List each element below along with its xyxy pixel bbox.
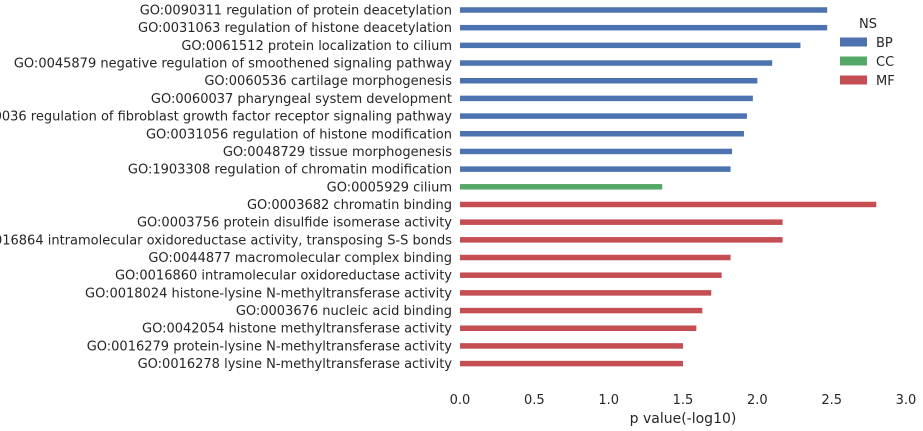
bar-mf [460,237,783,243]
category-label: GO:0005929 cilium [327,180,452,195]
bar-mf [460,325,697,331]
bar-bp [460,166,731,172]
bar-mf [460,254,731,261]
legend-label-cc: CC [876,55,894,70]
x-tick-label: 0.5 [524,393,545,408]
bar-mf [460,201,877,208]
bar-bp [460,77,758,84]
category-label: GO:0040036 regulation of fibroblast grow… [0,110,452,125]
bar-mf [460,343,683,349]
category-label: GO:0016860 intramolecular oxidoreductase… [115,269,452,284]
bar-bp [460,7,828,13]
category-label: GO:0016864 intramolecular oxidoreductase… [0,233,452,248]
legend-swatch-mf [840,75,867,85]
category-label: GO:0016278 lysine N-methyltransferase ac… [138,357,453,372]
category-label: GO:0031063 regulation of histone deacety… [138,21,452,36]
category-label: GO:0048729 tissue morphogenesis [223,145,452,160]
category-label: GO:0045879 negative regulation of smooth… [14,57,452,72]
x-tick-label: 2.5 [821,393,842,408]
bar-mf [460,307,703,314]
bars-layer [460,7,877,367]
legend: NS BP CC MF [840,17,895,89]
category-label: GO:0003676 nucleic acid binding [236,304,452,319]
bar-bp [460,60,773,66]
category-labels: GO:0090311 regulation of protein deacety… [0,4,452,373]
category-label: GO:0060037 pharyngeal system development [151,92,452,107]
bar-cc [460,184,663,190]
bar-mf [460,272,722,278]
legend-label-bp: BP [876,36,893,51]
category-label: GO:0003682 chromatin binding [247,198,452,213]
bar-bp [460,131,744,137]
category-label: GO:0003756 protein disulfide isomerase a… [137,216,452,231]
category-label: GO:0031056 regulation of histone modific… [146,127,452,142]
legend-label-mf: MF [876,74,895,89]
bar-bp [460,113,747,119]
category-label: GO:0061512 protein localization to ciliu… [181,39,452,54]
legend-swatch-bp [840,37,867,47]
legend-entries: BP CC MF [840,36,895,89]
x-tick-label: 0.0 [450,393,471,408]
bar-bp [460,95,753,102]
category-label: GO:0060536 cartilage morphogenesis [204,74,452,89]
category-label: GO:0042054 histone methyltransferase act… [142,322,452,337]
bar-bp [460,148,733,155]
category-label: GO:0018024 histone-lysine N-methyltransf… [85,286,452,301]
category-label: GO:1903308 regulation of chromatin modif… [128,163,452,178]
legend-title: NS [859,17,877,32]
x-axis-title: p value(-log10) [630,411,737,427]
x-axis-ticks: 0.0 0.5 1.0 1.5 2.0 2.5 3.0 [450,393,917,408]
x-tick-label: 3.0 [896,393,917,408]
bar-mf [460,219,783,225]
bar-mf [460,290,712,296]
bar-bp [460,24,828,31]
bar-mf [460,360,683,367]
bar-bp [460,42,801,49]
category-label: GO:0090311 regulation of protein deacety… [140,4,452,19]
x-tick-label: 1.0 [598,393,619,408]
category-label: GO:0016279 protein-lysine N-methyltransf… [87,339,453,354]
x-tick-label: 2.0 [747,393,768,408]
category-label: GO:0044877 macromolecular complex bindin… [148,251,452,266]
x-tick-label: 1.5 [673,393,694,408]
legend-swatch-cc [840,56,867,66]
